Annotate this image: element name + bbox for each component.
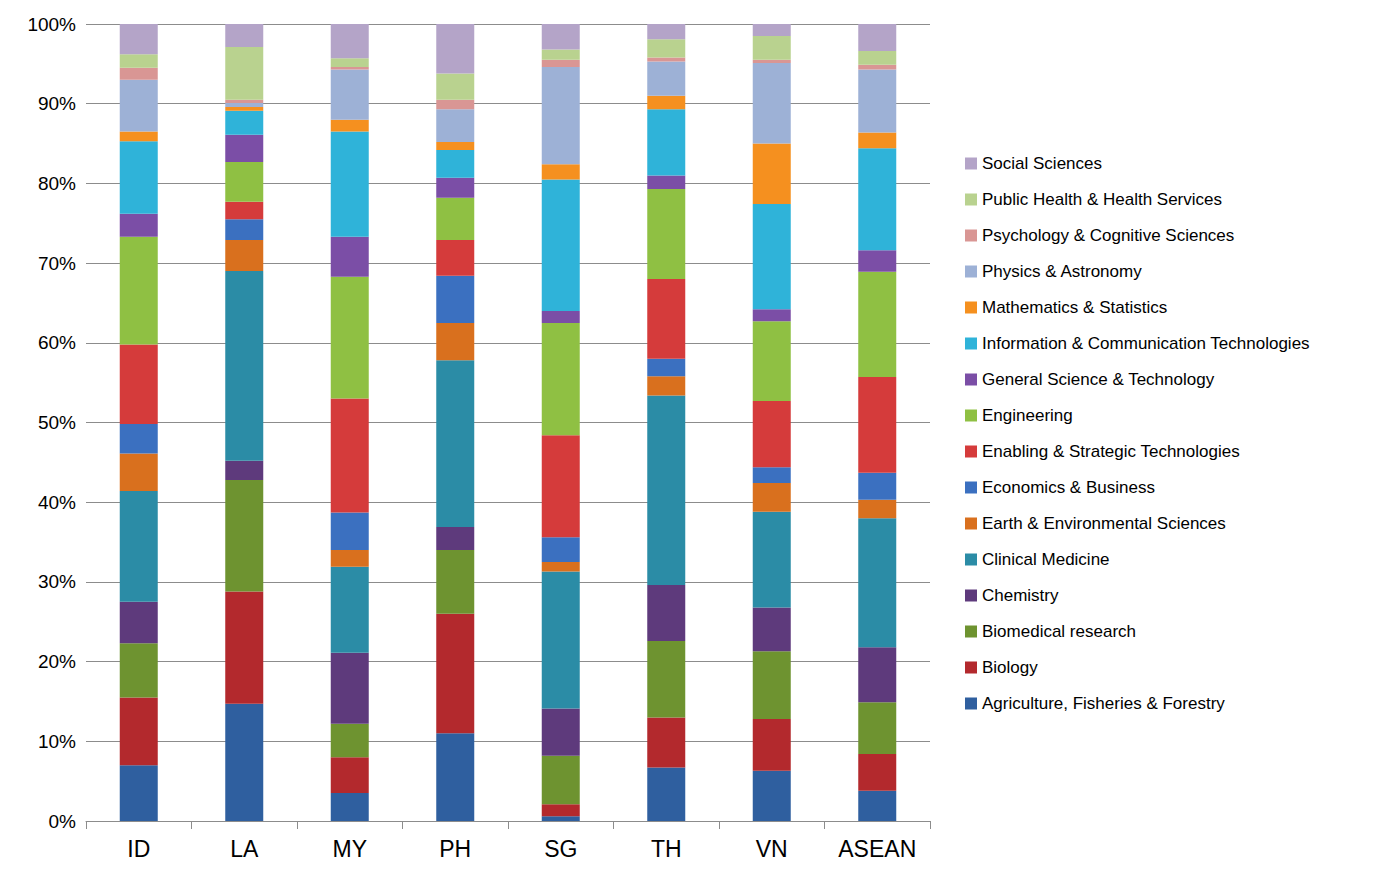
svg-text:Biomedical research: Biomedical research <box>982 622 1136 641</box>
svg-text:Chemistry: Chemistry <box>982 586 1059 605</box>
svg-text:100%: 100% <box>27 14 76 35</box>
svg-text:50%: 50% <box>38 412 76 433</box>
svg-text:30%: 30% <box>38 571 76 592</box>
svg-text:MY: MY <box>333 836 368 862</box>
svg-text:PH: PH <box>439 836 471 862</box>
svg-text:Social Sciences: Social Sciences <box>982 154 1102 173</box>
svg-text:VN: VN <box>756 836 788 862</box>
svg-text:TH: TH <box>651 836 682 862</box>
svg-text:Physics & Astronomy: Physics & Astronomy <box>982 262 1142 281</box>
svg-text:0%: 0% <box>49 811 77 832</box>
svg-text:60%: 60% <box>38 332 76 353</box>
svg-text:Psychology & Cognitive Science: Psychology & Cognitive Sciences <box>982 226 1234 245</box>
svg-text:Earth & Environmental Sciences: Earth & Environmental Sciences <box>982 514 1226 533</box>
svg-text:10%: 10% <box>38 731 76 752</box>
svg-text:Mathematics & Statistics: Mathematics & Statistics <box>982 298 1167 317</box>
svg-text:Engineering: Engineering <box>982 406 1073 425</box>
svg-text:Enabling & Strategic Technolog: Enabling & Strategic Technologies <box>982 442 1240 461</box>
svg-text:40%: 40% <box>38 492 76 513</box>
svg-text:Economics & Business: Economics & Business <box>982 478 1155 497</box>
svg-text:20%: 20% <box>38 651 76 672</box>
svg-text:Biology: Biology <box>982 658 1038 677</box>
svg-text:Information & Communication Te: Information & Communication Technologies <box>982 334 1310 353</box>
svg-text:70%: 70% <box>38 253 76 274</box>
svg-text:LA: LA <box>230 836 259 862</box>
svg-text:Clinical Medicine: Clinical Medicine <box>982 550 1110 569</box>
svg-text:ID: ID <box>127 836 150 862</box>
svg-text:80%: 80% <box>38 173 76 194</box>
svg-text:90%: 90% <box>38 93 76 114</box>
svg-text:General Science & Technology: General Science & Technology <box>982 370 1215 389</box>
svg-text:SG: SG <box>544 836 577 862</box>
svg-text:Agriculture, Fisheries & Fores: Agriculture, Fisheries & Forestry <box>982 694 1225 713</box>
svg-text:ASEAN: ASEAN <box>838 836 916 862</box>
svg-text:Public Health & Health Service: Public Health & Health Services <box>982 190 1222 209</box>
